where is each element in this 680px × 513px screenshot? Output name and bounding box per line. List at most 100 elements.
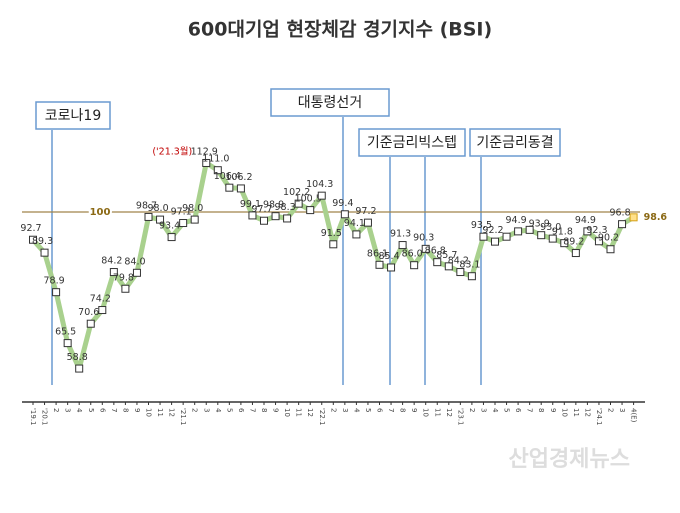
x-tick-label: 5: [364, 408, 372, 412]
data-point: [167, 233, 176, 242]
x-tick-label: 12: [306, 408, 314, 417]
data-point: [329, 240, 338, 249]
data-point: [606, 245, 615, 254]
data-point: [121, 284, 130, 293]
data-label: 98.6: [644, 212, 668, 223]
x-tick-label: 10: [145, 408, 153, 417]
data-point: [571, 249, 580, 258]
data-point: [398, 241, 407, 250]
data-point: [260, 216, 268, 225]
data-label: 58.8: [67, 352, 88, 363]
chart-title: 600대기업 현장체감 경기지수 (BSI): [188, 19, 492, 41]
data-label: 86.1: [367, 248, 388, 259]
data-point: [583, 227, 592, 236]
x-tick-label: 9: [549, 408, 557, 412]
x-tick-label: 5: [503, 408, 511, 412]
x-tick-label: 12: [168, 408, 176, 417]
event-label: 코로나19: [45, 108, 101, 124]
data-label: 98.7: [136, 200, 157, 211]
data-label: 93.9: [529, 219, 550, 230]
data-point: [467, 272, 476, 281]
data-label: 83.1: [459, 260, 480, 271]
data-label: 92.3: [586, 225, 607, 236]
x-tick-label: 7: [248, 408, 256, 412]
data-point: [86, 319, 95, 328]
x-tick-label: 6: [376, 408, 384, 413]
data-label: 98.9: [263, 200, 284, 211]
data-label: 92.7: [20, 223, 41, 234]
x-tick-label: 11: [572, 408, 580, 417]
x-tick-label: 4: [75, 408, 83, 413]
data-label: 91.3: [390, 229, 411, 240]
x-tick-label: '19.1: [29, 408, 37, 426]
data-label: 111.0: [202, 154, 229, 165]
x-tick-label: 3: [341, 408, 349, 412]
data-point: [248, 211, 257, 220]
data-point: [132, 268, 141, 277]
event-label: 기준금리동결: [476, 135, 553, 151]
data-label: 106.2: [225, 172, 252, 183]
x-tick-label: 7: [526, 408, 534, 412]
x-tick-label: 9: [410, 408, 418, 412]
data-point: [363, 218, 372, 227]
x-tick-label: 8: [399, 408, 407, 412]
x-tick-label: 4: [491, 408, 499, 413]
x-tick-label: 12: [445, 408, 453, 417]
data-point: [283, 214, 292, 223]
data-point: [560, 239, 569, 248]
x-tick-label: 7: [387, 408, 395, 412]
data-point: [456, 268, 465, 277]
data-point: [29, 235, 37, 244]
x-tick-label: 8: [537, 408, 545, 412]
x-tick-label: 10: [560, 408, 568, 417]
x-tick-label: 9: [133, 408, 141, 412]
x-tick-label: 7: [110, 408, 118, 412]
data-point: [236, 184, 245, 193]
x-tick-label: 5: [87, 408, 95, 412]
data-label: 102.2: [283, 187, 310, 198]
data-point: [75, 364, 84, 373]
x-tick-label: 3: [202, 408, 210, 412]
data-point: [144, 212, 153, 221]
data-point: [317, 191, 326, 200]
data-label: 84.2: [101, 256, 122, 267]
data-point: [444, 262, 453, 271]
data-point: [629, 213, 638, 222]
data-point: [52, 288, 61, 297]
data-point: [387, 263, 396, 272]
data-point: [190, 215, 199, 224]
x-tick-label: 11: [433, 408, 441, 417]
data-label: 91.8: [552, 227, 573, 238]
data-label: 104.3: [306, 179, 333, 190]
data-label: 74.2: [90, 294, 111, 305]
x-tick-label: 6: [98, 408, 106, 413]
data-label: 97.2: [355, 206, 376, 217]
x-tick-label: 8: [121, 408, 129, 412]
x-tick-label: 11: [295, 408, 303, 417]
data-label: 97.7: [251, 204, 272, 215]
data-label: 85.7: [436, 250, 457, 261]
data-label: 84.0: [124, 256, 145, 267]
x-tick-label: 3: [64, 408, 72, 412]
data-point: [40, 248, 49, 257]
x-tick-label: 9: [272, 408, 280, 412]
data-label: 99.4: [332, 198, 353, 209]
data-label: 90.2: [598, 233, 619, 244]
data-label: 93.4: [159, 221, 180, 232]
data-label: 98.0: [182, 203, 203, 214]
reference-label: 100: [90, 207, 111, 218]
data-label: 70.6: [78, 307, 99, 318]
peak-note: ('21.3월): [152, 145, 192, 157]
data-point: [63, 339, 72, 348]
data-label: 94.9: [575, 215, 596, 226]
data-label: 86.8: [425, 246, 446, 257]
data-label: 106.4: [214, 171, 241, 182]
data-point: [618, 220, 627, 229]
x-tick-label: '23.1: [456, 408, 464, 426]
event-label: 기준금리빅스텝: [367, 135, 457, 151]
x-tick-label: 2: [329, 408, 337, 412]
x-tick-label: 10: [422, 408, 430, 417]
data-point: [271, 212, 280, 221]
data-label: 92.2: [482, 225, 503, 236]
